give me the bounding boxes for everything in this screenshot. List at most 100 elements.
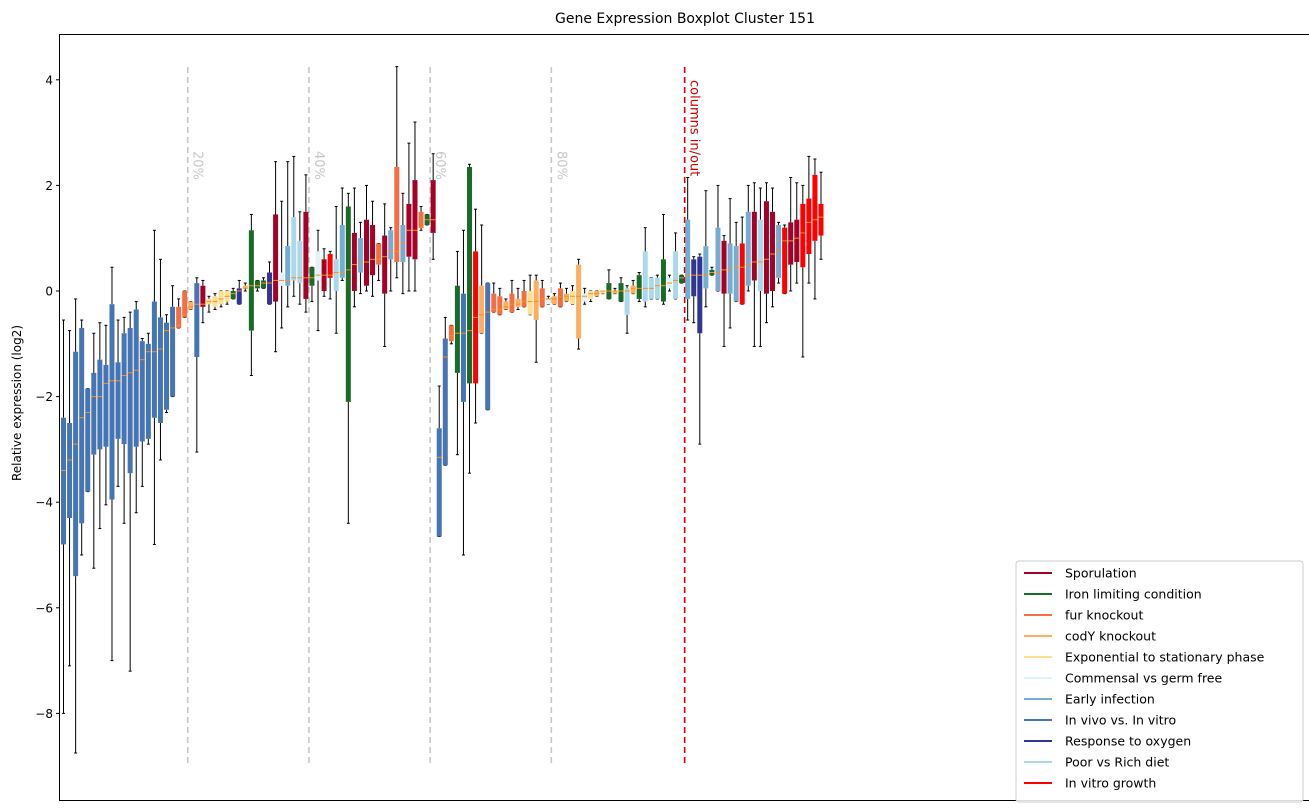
y-tick-label-0: −8 [35, 707, 53, 721]
box-40 [303, 211, 309, 299]
box-48 [351, 232, 357, 291]
legend-label-7: In vivo vs. In vitro [1065, 713, 1176, 728]
box-17 [164, 322, 170, 410]
box-73 [503, 301, 509, 310]
box-71 [491, 293, 497, 313]
box-112 [739, 243, 745, 305]
box-14 [145, 343, 151, 439]
box-10 [121, 333, 127, 445]
box-89 [600, 291, 606, 294]
box-33 [260, 280, 266, 289]
box-83 [563, 293, 569, 302]
legend-label-4: Exponential to stationary phase [1065, 650, 1265, 665]
y-tick-label-4: 0 [45, 285, 53, 299]
box-72 [497, 296, 503, 315]
box-4 [85, 388, 91, 492]
box-117 [770, 211, 776, 291]
box-31 [248, 230, 254, 331]
box-6 [97, 359, 103, 450]
box-114 [751, 211, 757, 281]
box-93 [624, 288, 630, 315]
box-35 [273, 214, 279, 302]
y-tick-label-3: −2 [35, 390, 53, 404]
box-81 [551, 296, 557, 305]
box-58 [412, 180, 418, 260]
annotation-3: 80% [553, 151, 568, 180]
y-tick-label-6: 4 [45, 73, 53, 87]
box-41 [309, 267, 315, 286]
annotation-4: columns in/out [687, 80, 702, 176]
box-62 [436, 428, 442, 537]
box-84 [570, 291, 576, 305]
box-95 [636, 275, 642, 299]
reference-lines: 20% 40% 60% 80% columns in/out [186, 67, 702, 766]
box-11 [127, 327, 133, 474]
box-46 [339, 225, 345, 278]
legend-label-9: Poor vs Rich diet [1065, 755, 1169, 770]
box-29 [236, 288, 242, 305]
legend-label-3: codY knockout [1065, 629, 1156, 644]
y-tick-label-1: −6 [35, 601, 53, 615]
box-92 [618, 283, 624, 302]
box-94 [630, 285, 636, 294]
box-78 [533, 280, 539, 321]
box-82 [557, 288, 563, 307]
box-99 [660, 259, 666, 302]
box-22 [194, 283, 200, 357]
box-20 [182, 291, 188, 318]
box-37 [285, 246, 291, 286]
box-98 [654, 277, 660, 299]
box-120 [788, 222, 794, 265]
box-101 [673, 251, 679, 299]
y-tick-label-2: −4 [35, 496, 53, 510]
annotation-1: 40% [311, 151, 326, 180]
legend-label-1: Iron limiting condition [1065, 587, 1202, 602]
box-124 [812, 174, 818, 241]
box-116 [763, 201, 769, 294]
legend-label-6: Early infection [1065, 692, 1155, 707]
legend: Sporulation Iron limiting condition fur kn… [1015, 560, 1304, 803]
box-12 [133, 309, 139, 447]
box-86 [582, 293, 588, 302]
legend-label-0: Sporulation [1065, 566, 1137, 581]
boxes [61, 166, 824, 577]
box-15 [151, 301, 157, 418]
box-75 [515, 298, 521, 307]
box-16 [157, 317, 163, 423]
box-9 [115, 362, 121, 439]
box-123 [806, 198, 812, 255]
plot-frame [59, 34, 1309, 801]
box-55 [394, 166, 400, 262]
box-21 [188, 301, 194, 310]
legend-box [1015, 560, 1304, 803]
box-8 [109, 304, 115, 500]
box-102 [679, 275, 685, 284]
box-74 [509, 293, 515, 313]
box-13 [139, 341, 145, 442]
legend-label-5: Commensal vs germ free [1065, 671, 1222, 686]
box-53 [382, 235, 388, 294]
y-axis-label: Relative expression (log2) [10, 325, 24, 481]
whiskers [62, 66, 823, 754]
chart-title: Gene Expression Boxplot Cluster 151 [555, 11, 815, 27]
box-85 [576, 264, 582, 339]
box-61 [430, 180, 436, 233]
box-76 [521, 291, 527, 307]
box-106 [703, 246, 709, 289]
box-32 [254, 280, 260, 289]
legend-label-8: Response to oxygen [1065, 734, 1191, 749]
box-34 [267, 272, 273, 305]
box-3 [79, 327, 85, 524]
box-113 [745, 211, 751, 286]
box-64 [448, 325, 454, 342]
box-39 [297, 240, 303, 284]
box-38 [291, 217, 297, 281]
box-45 [333, 259, 339, 291]
box-0 [61, 417, 66, 545]
box-79 [539, 288, 545, 307]
box-7 [103, 364, 109, 447]
box-80 [545, 298, 551, 305]
box-108 [715, 227, 721, 291]
box-50 [364, 219, 369, 286]
box-121 [794, 219, 800, 262]
